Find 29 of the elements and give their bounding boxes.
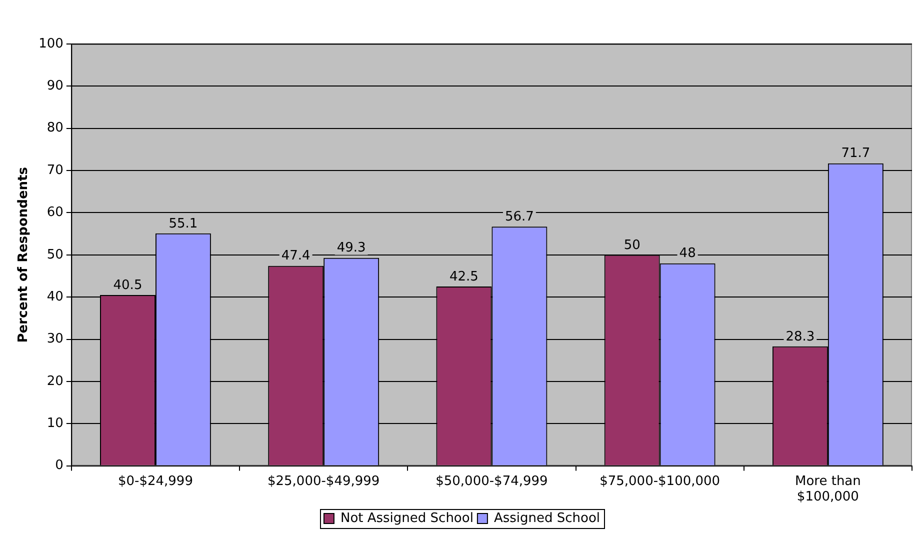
y-tick-label: 0 [55,458,64,474]
data-label: 55.1 [168,216,198,232]
data-label: 47.4 [281,248,310,264]
x-tick-label: $0-$24,999 [118,474,193,489]
legend-label: Not Assigned School [340,510,474,526]
data-label: 71.7 [841,146,870,162]
y-tick-label: 40 [46,289,64,304]
y-tick-label: 70 [46,162,64,178]
x-tick-label: $25,000-$49,999 [267,474,380,489]
legend-label: Assigned School [494,510,600,526]
data-label: 28.3 [786,329,815,344]
x-tick-label: $50,000-$74,999 [436,474,548,489]
x-tick-label: $75,000-$100,000 [600,474,720,489]
y-tick-label: 100 [38,36,64,52]
y-tick-label: 20 [46,374,64,389]
y-tick-label: 80 [46,120,64,136]
data-label: 56.7 [504,210,534,225]
y-tick-label: 90 [46,78,64,94]
x-tick-label: More than $100,000 [794,474,861,505]
y-tick-label: 60 [46,205,64,220]
y-tick-label: 50 [46,247,64,262]
y-tick-label: 10 [46,416,64,431]
y-axis-title: Percent of Respondents [16,166,32,343]
data-label: 49.3 [336,240,366,256]
data-label: 50 [624,238,640,253]
data-label: 48 [679,246,696,262]
data-label: 40.5 [113,278,142,293]
data-label: 42.5 [449,269,478,284]
y-tick-label: 30 [46,332,64,347]
